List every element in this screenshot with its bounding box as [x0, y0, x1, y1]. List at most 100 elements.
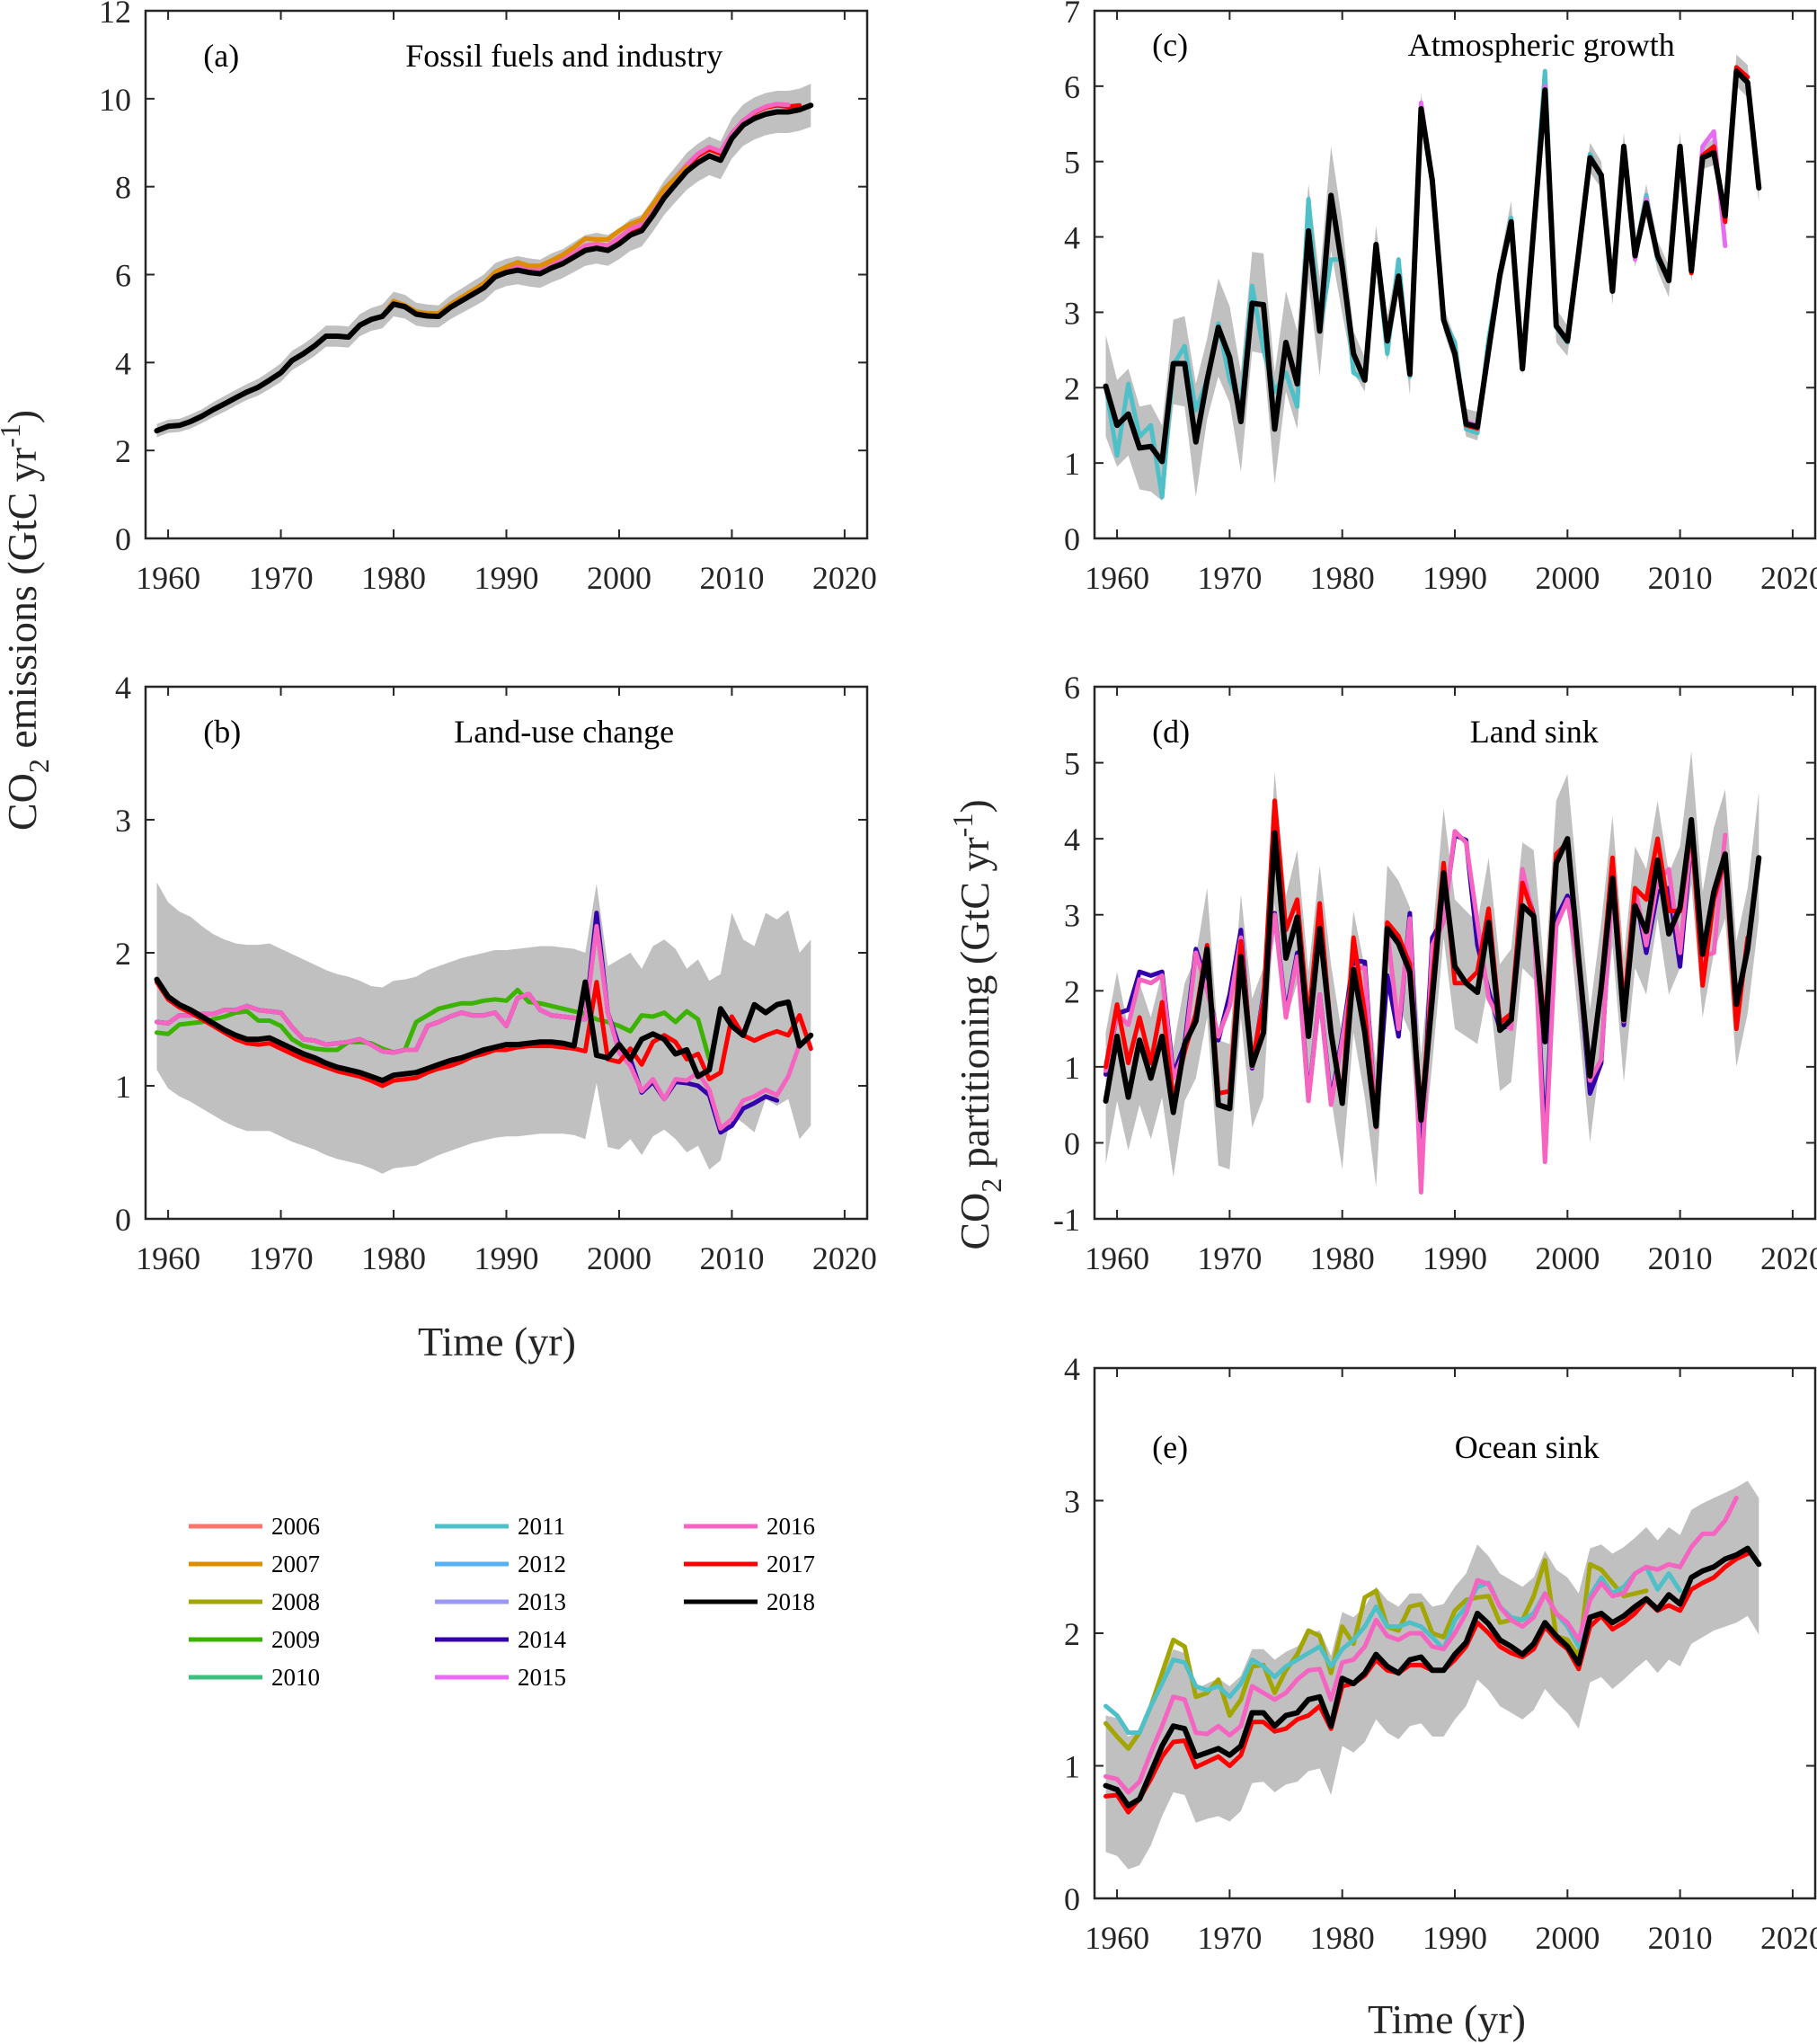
legend-item-2012: 2012: [435, 1551, 566, 1577]
series-line-2009: [155, 987, 712, 1062]
y-tick-label: 0: [1064, 521, 1080, 557]
series-line-2018: [1103, 68, 1762, 465]
x-tick-label: 1980: [1310, 1240, 1375, 1276]
series-line-2018: [1103, 1545, 1762, 1808]
x-tick-label: 1990: [1423, 1920, 1487, 1956]
x-tick-label: 1980: [1310, 1920, 1375, 1956]
x-tick-label: 2020: [1760, 1920, 1817, 1956]
legend-item-2008: 2008: [189, 1588, 320, 1615]
y-tick-label: 12: [99, 0, 131, 30]
y-tick-label: 5: [1064, 746, 1080, 782]
y-tick-label: 3: [1064, 898, 1080, 934]
x-tick-label: 2010: [1648, 1920, 1713, 1956]
legend-label: 2007: [271, 1551, 320, 1577]
y-tick-label: 0: [115, 521, 131, 557]
x-tick-label: 1980: [1310, 560, 1375, 596]
y-tick-label: 4: [1064, 1351, 1080, 1387]
y-tick-label: 7: [1064, 0, 1080, 30]
y-tick-label: 0: [115, 1202, 131, 1238]
x-tick-label: 1960: [136, 560, 200, 596]
series-line-2018: [1103, 817, 1762, 1129]
x-tick-label: 2000: [1535, 1920, 1600, 1956]
panel-letter: (a): [203, 38, 239, 74]
legend-item-2011: 2011: [435, 1513, 565, 1540]
y-tick-label: 6: [115, 258, 131, 294]
legend-item-2016: 2016: [684, 1513, 815, 1540]
x-tick-label: 2020: [1760, 1240, 1817, 1276]
y-tick-label: 6: [1064, 670, 1080, 706]
panel-title: Atmospheric growth: [1408, 27, 1675, 63]
uncertainty-band: [156, 882, 811, 1174]
y-tick-label: 2: [1064, 370, 1080, 406]
y-tick-label: 3: [1064, 295, 1080, 331]
x-tick-label: 1970: [249, 1240, 314, 1276]
legend: 2006 2007 2008 2009 2010 2011 2012 2013 2014 2015…: [189, 1513, 815, 1691]
y-tick-label: 3: [1064, 1484, 1080, 1520]
x-tick-label: 1990: [1423, 560, 1487, 596]
y-tick-label: 4: [115, 670, 131, 706]
panel-e-ocean-sink: 1960 1970 1980 1990 2000 2010 2020 0 1 2 3 4 (e) Ocea…: [1064, 1351, 1817, 1956]
uncertainty-band: [1105, 1480, 1759, 1870]
legend-item-2013: 2013: [435, 1588, 566, 1615]
panel-c-atmospheric-growth: 1960 1970 1980 1990 2000 2010 2020 0 1 2 3 4 5 6 7 (c) A…: [1064, 0, 1817, 596]
x-tick-label: 1990: [1423, 1240, 1487, 1276]
left-x-axis-title: Time (yr): [418, 1319, 576, 1364]
x-tick-label: 1960: [136, 1240, 200, 1276]
x-tick-label: 2010: [1648, 1240, 1713, 1276]
x-tick-label: 1960: [1085, 1920, 1149, 1956]
series-line-2018: [154, 102, 814, 434]
legend-label: 2017: [767, 1551, 815, 1577]
panel-b-land-use-change: 1960 1970 1980 1990 2000 2010 2020 0 1 2 3 4 (b) Land…: [115, 670, 877, 1276]
x-tick-label: 1970: [1197, 1920, 1262, 1956]
y-tick-label: 2: [1064, 1616, 1080, 1652]
legend-item-2010: 2010: [189, 1664, 320, 1691]
panel-title: Land-use change: [454, 714, 674, 750]
legend-item-2006: 2006: [189, 1513, 320, 1540]
x-tick-label: 1970: [249, 560, 314, 596]
legend-item-2017: 2017: [684, 1551, 815, 1577]
x-tick-label: 2020: [812, 560, 877, 596]
uncertainty-band: [1105, 54, 1759, 502]
y-tick-label: 1: [115, 1069, 131, 1105]
legend-label: 2018: [767, 1588, 815, 1615]
x-tick-label: 2010: [1648, 560, 1713, 596]
y-tick-label: 2: [1064, 973, 1080, 1009]
series-line-2018: [154, 976, 814, 1084]
x-tick-label: 2020: [1760, 560, 1817, 596]
axes-frame: [1093, 9, 1817, 540]
x-tick-label: 1990: [474, 560, 539, 596]
legend-item-2015: 2015: [435, 1664, 566, 1691]
x-tick-label: 2010: [699, 1240, 764, 1276]
series-line-2017: [155, 980, 813, 1089]
uncertainty-band: [156, 84, 811, 438]
right-x-axis-title: Time (yr): [1368, 1996, 1526, 2042]
y-tick-label: 0: [1064, 1125, 1080, 1161]
y-tick-label: 8: [115, 170, 131, 206]
legend-label: 2008: [271, 1588, 320, 1615]
y-tick-label: 6: [1064, 69, 1080, 105]
y-tick-label: 2: [115, 936, 131, 972]
legend-label: 2010: [271, 1664, 320, 1691]
legend-item-2014: 2014: [435, 1626, 567, 1653]
x-tick-label: 1990: [474, 1240, 539, 1276]
panel-letter: (b): [203, 714, 241, 750]
y-tick-label: 1: [1064, 446, 1080, 482]
panel-letter: (d): [1152, 714, 1190, 750]
legend-label: 2011: [518, 1513, 565, 1540]
legend-item-2007: 2007: [189, 1551, 320, 1577]
y-tick-label: 10: [99, 82, 131, 118]
y-tick-label: 4: [115, 345, 131, 381]
x-tick-label: 1970: [1197, 560, 1262, 596]
x-tick-label: 1960: [1085, 1240, 1149, 1276]
panel-title: Ocean sink: [1455, 1429, 1600, 1465]
legend-label: 2012: [518, 1551, 566, 1577]
x-tick-label: 2020: [812, 1240, 877, 1276]
y-tick-label: 4: [1064, 822, 1080, 858]
panel-title: Land sink: [1470, 714, 1599, 750]
x-tick-label: 2000: [587, 560, 651, 596]
y-tick-label: 0: [1064, 1881, 1080, 1917]
y-tick-label: 1: [1064, 1749, 1080, 1785]
panel-letter: (c): [1152, 27, 1188, 63]
y-tick-label: 1: [1064, 1050, 1080, 1086]
